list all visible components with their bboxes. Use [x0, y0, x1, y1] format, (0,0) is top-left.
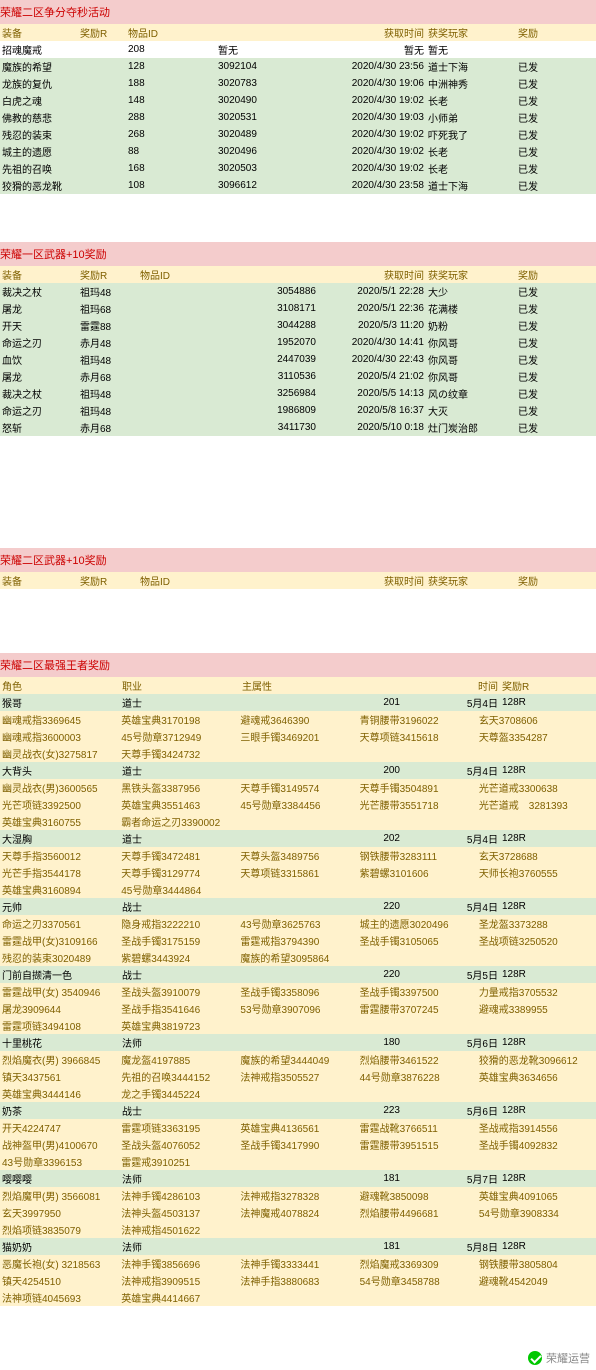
- item-row: 幽魂戒指3369645英雄宝典3170198避魂戒3646390青铜腰带3196…: [0, 711, 596, 728]
- group-header: 大湿胸道士2025月4日128R: [0, 830, 596, 847]
- table-row: 开天雷霆8830442882020/5/3 11:20奶粉已发: [0, 317, 596, 334]
- item-row: 幽魂戒指360000345号勋章3712949三眼手镯3469201天尊项链34…: [0, 728, 596, 745]
- item-row: 玄天3997950法神头盔4503137法神魔戒4078824烈焰腰带44966…: [0, 1204, 596, 1221]
- group-header: 奶茶战士2235月6日128R: [0, 1102, 596, 1119]
- section2-header: 装备奖励R物品ID获取时间获奖玩家奖励: [0, 266, 596, 283]
- table-row: 屠龙祖玛6831081712020/5/1 22:36花满楼已发: [0, 300, 596, 317]
- item-row: 幽灵战衣(女)3275817天尊手镯3424732: [0, 745, 596, 762]
- group-header: 门前自撷清一色战士2205月5日128R: [0, 966, 596, 983]
- table-row: 龙族的复仇18830207832020/4/30 19:06中洲神秀已发: [0, 75, 596, 92]
- group-header: 猴哥道士2015月4日128R: [0, 694, 596, 711]
- table-row: 命运之刃祖玛4819868092020/5/8 16:37大灭已发: [0, 402, 596, 419]
- table-row: 先祖的召唤16830205032020/4/30 19:02长老已发: [0, 160, 596, 177]
- item-row: 英雄宝典3444146龙之手镯3445224: [0, 1085, 596, 1102]
- group-header: 大背头道士2005月4日128R: [0, 762, 596, 779]
- section4-title: 荣耀二区最强王者奖励: [0, 653, 596, 677]
- item-row: 恶魔长袍(女) 3218563法神手镯3856696法神手镯3333441烈焰魔…: [0, 1255, 596, 1272]
- item-row: 天尊手指3560012天尊手镯3472481天尊头盔3489756钢铁腰带328…: [0, 847, 596, 864]
- table-row: 裁决之杖祖玛4832569842020/5/5 14:13风の纹章已发: [0, 385, 596, 402]
- item-row: 烈焰项链3835079法神戒指4501622: [0, 1221, 596, 1238]
- item-row: 英雄宝典316089445号勋章3444864: [0, 881, 596, 898]
- table-row: 裁决之杖祖玛4830548862020/5/1 22:28大少已发: [0, 283, 596, 300]
- item-row: 光芒手指3544178天尊手镯3129774天尊项链3315861紫碧螺3101…: [0, 864, 596, 881]
- item-row: 开天4224747雷霆项链3363195英雄宝典4136561雷霆战靴37665…: [0, 1119, 596, 1136]
- item-row: 屠龙3909644圣战手指354164653号勋章3907096雷霆腰带3707…: [0, 1000, 596, 1017]
- group-header: 元帅战士2205月4日128R: [0, 898, 596, 915]
- item-row: 光芒项链3392500英雄宝典355146345号勋章3384456光芒腰带35…: [0, 796, 596, 813]
- table-row: 狡猾的恶龙靴10830966122020/4/30 23:58道士下海已发: [0, 177, 596, 194]
- item-row: 烈焰魔甲(男) 3566081法神手镯4286103法神戒指3278328避魂靴…: [0, 1187, 596, 1204]
- item-row: 雷霆战甲(女)3109166圣战手镯3175159雷霆戒指3794390圣战手镯…: [0, 932, 596, 949]
- item-row: 镇天3437561先祖的召唤3444152法神戒指350552744号勋章387…: [0, 1068, 596, 1085]
- group-header: 猫奶奶法师1815月8日128R: [0, 1238, 596, 1255]
- group-header: 十里桃花法师1805月6日128R: [0, 1034, 596, 1051]
- item-row: 镇天4254510法神戒指3909515法神手指388068354号勋章3458…: [0, 1272, 596, 1289]
- section1-title: 荣耀二区争分夺秒活动: [0, 0, 596, 24]
- section3-header: 装备奖励R物品ID获取时间获奖玩家奖励: [0, 572, 596, 589]
- table-row: 命运之刃赤月4819520702020/4/30 14:41你风哥已发: [0, 334, 596, 351]
- item-row: 雷霆战甲(女) 3540946圣战头盔3910079圣战手镯3358096圣战手…: [0, 983, 596, 1000]
- item-row: 雷霆项链3494108英雄宝典3819723: [0, 1017, 596, 1034]
- table-row: 屠龙赤月6831105362020/5/4 21:02你风哥已发: [0, 368, 596, 385]
- item-row: 战神盔甲(男)4100670圣战头盔4076052圣战手镯3417990雷霆腰带…: [0, 1136, 596, 1153]
- table-row: 城主的遗愿8830204962020/4/30 19:02长老已发: [0, 143, 596, 160]
- table-row: 白虎之魂14830204902020/4/30 19:02长老已发: [0, 92, 596, 109]
- wechat-icon: [528, 1351, 542, 1365]
- watermark: 荣耀运营: [528, 1350, 590, 1366]
- section2-title: 荣耀一区武器+10奖励: [0, 242, 596, 266]
- group-header: 嘤嘤嘤法师1815月7日128R: [0, 1170, 596, 1187]
- item-row: 43号勋章3396153雷霆戒3910251: [0, 1153, 596, 1170]
- table-row: 残忍的装束26830204892020/4/30 19:02吓死我了已发: [0, 126, 596, 143]
- item-row: 英雄宝典3160755霸者命运之刃3390002: [0, 813, 596, 830]
- table-row: 招魂魔戒208暂无暂无暂无: [0, 41, 596, 58]
- table-row: 佛教的慈悲28830205312020/4/30 19:03小师弟已发: [0, 109, 596, 126]
- table-row: 血饮祖玛4824470392020/4/30 22:43你风哥已发: [0, 351, 596, 368]
- item-row: 法神项链4045693英雄宝典4414667: [0, 1289, 596, 1306]
- table-row: 魔族的希望12830921042020/4/30 23:56道士下海已发: [0, 58, 596, 75]
- table-row: 怒斩赤月6834117302020/5/10 0:18灶门炭治郎已发: [0, 419, 596, 436]
- section1-header: 装备奖励R物品ID获取时间获奖玩家奖励: [0, 24, 596, 41]
- section4-header: 角色 职业 主属性 时间 奖励R: [0, 677, 596, 694]
- section3-title: 荣耀二区武器+10奖励: [0, 548, 596, 572]
- item-row: 残忍的装束3020489紫碧螺3443924魔族的希望3095864: [0, 949, 596, 966]
- item-row: 烈焰魔衣(男) 3966845魔龙盔4197885魔族的希望3444049烈焰腰…: [0, 1051, 596, 1068]
- item-row: 命运之刃3370561隐身戒指322221043号勋章3625763城主的遗愿3…: [0, 915, 596, 932]
- item-row: 幽灵战衣(男)3600565黑铁头盔3387956天尊手镯3149574天尊手镯…: [0, 779, 596, 796]
